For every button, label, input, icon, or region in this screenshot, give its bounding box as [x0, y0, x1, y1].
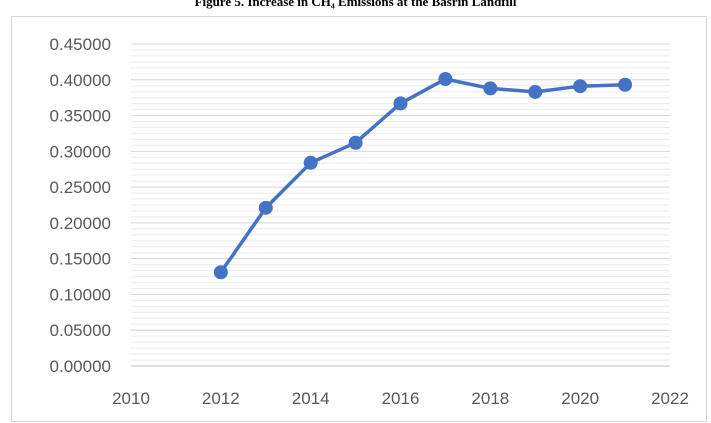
series-layer: [213, 72, 633, 280]
figure-caption: Figure 5. Increase in CH₄ Emissions at t…: [194, 0, 517, 9]
data-point: [213, 265, 228, 280]
x-tick-label: 2010: [112, 389, 150, 408]
data-point: [393, 96, 408, 111]
x-tick-label: 2016: [382, 389, 420, 408]
y-tick-label: 0.10000: [50, 285, 111, 304]
data-point: [618, 77, 633, 92]
y-tick-label: 0.45000: [50, 35, 111, 54]
data-point: [348, 135, 363, 150]
data-point: [483, 81, 498, 96]
y-tick-label: 0.40000: [50, 71, 111, 90]
data-point: [573, 79, 588, 94]
x-tick-label: 2018: [471, 389, 509, 408]
x-tick-label: 2020: [561, 389, 599, 408]
y-tick-label: 0.25000: [50, 178, 111, 197]
series-line: [219, 77, 627, 275]
x-axis-ticks: 2010 2012 2014 2016 2018 2020 2022: [112, 389, 689, 408]
x-tick-label: 2022: [651, 389, 689, 408]
data-point: [258, 200, 273, 215]
gridlines: [131, 43, 670, 367]
y-tick-label: 0.00000: [50, 357, 111, 376]
data-point: [438, 72, 453, 87]
x-tick-label: 2014: [292, 389, 330, 408]
y-tick-label: 0.20000: [50, 214, 111, 233]
y-tick-label: 0.05000: [50, 321, 111, 340]
y-tick-label: 0.30000: [50, 142, 111, 161]
data-point: [528, 84, 543, 99]
x-tick-label: 2012: [202, 389, 240, 408]
data-point: [303, 155, 318, 170]
y-axis-ticks: 0.00000 0.05000 0.10000 0.15000 0.20000 0.250…: [50, 35, 111, 376]
y-tick-label: 0.35000: [50, 107, 111, 126]
y-tick-label: 0.15000: [50, 250, 111, 269]
